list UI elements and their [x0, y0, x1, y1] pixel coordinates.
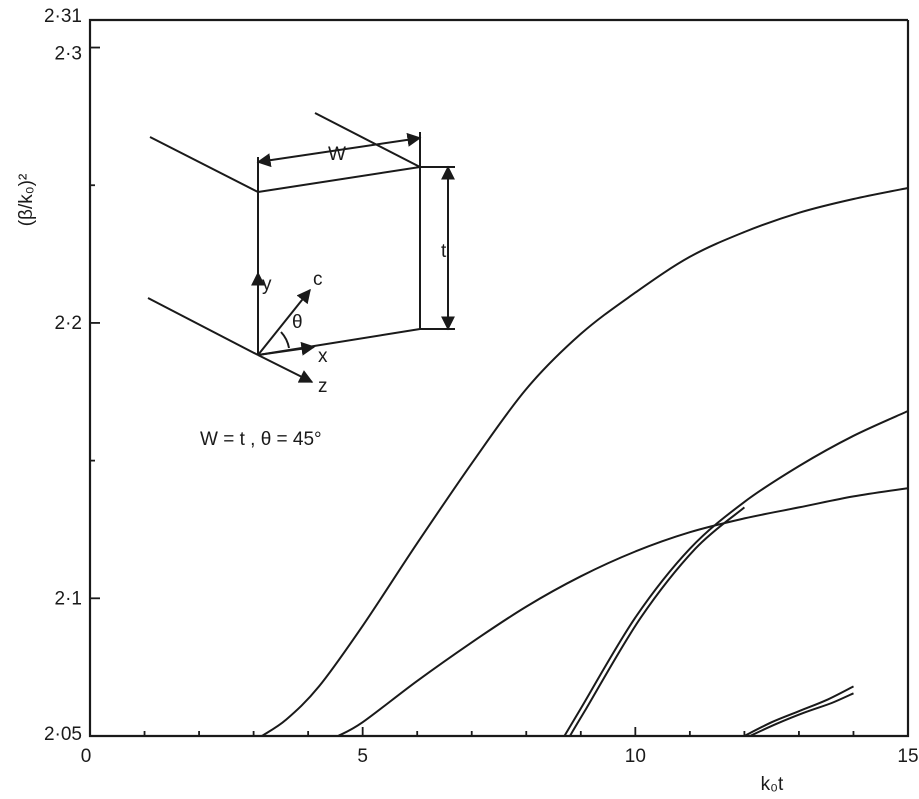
- inset-label-c: c: [313, 269, 323, 290]
- inset-label-theta: θ: [292, 312, 303, 333]
- x-axis-label: k₀t: [761, 774, 784, 795]
- y-tick-label: 2·2: [55, 313, 82, 334]
- y-tick-label: 2·31: [44, 6, 82, 27]
- inset-label-y: y: [262, 274, 272, 295]
- x-tick-label: 15: [897, 746, 918, 767]
- plot-frame: [88, 18, 910, 738]
- y-tick-label: 2·05: [44, 724, 82, 745]
- curve-6: [749, 692, 854, 737]
- y-axis-label: (β/k₀)²: [16, 174, 37, 227]
- curves: [261, 187, 909, 737]
- inset-diagram: W t y c θ x z W = t , θ = 45°: [147, 112, 455, 450]
- plot-border: [88, 18, 910, 738]
- inset-parameters: W = t , θ = 45°: [200, 429, 322, 450]
- curve-3: [563, 410, 909, 737]
- curve-2: [337, 487, 909, 737]
- x-tick-label: 10: [625, 746, 646, 767]
- curve-5: [743, 685, 854, 737]
- x-tick-label: 5: [357, 746, 368, 767]
- inset-label-w: W: [328, 144, 346, 165]
- curve-1: [261, 187, 909, 737]
- inset-label-t: t: [441, 241, 447, 262]
- inset-label-x: x: [318, 346, 328, 367]
- y-tick-label: 2·3: [55, 44, 82, 65]
- x-tick-label: 0: [81, 746, 92, 767]
- axis-ticks: 0 5 10 15 2·05 2·1 2·2 2·3 2·31: [44, 6, 919, 767]
- y-tick-label: 2·1: [55, 588, 82, 609]
- guide-outline: [147, 112, 455, 383]
- curve-4: [569, 506, 746, 737]
- inset-label-z: z: [318, 376, 328, 397]
